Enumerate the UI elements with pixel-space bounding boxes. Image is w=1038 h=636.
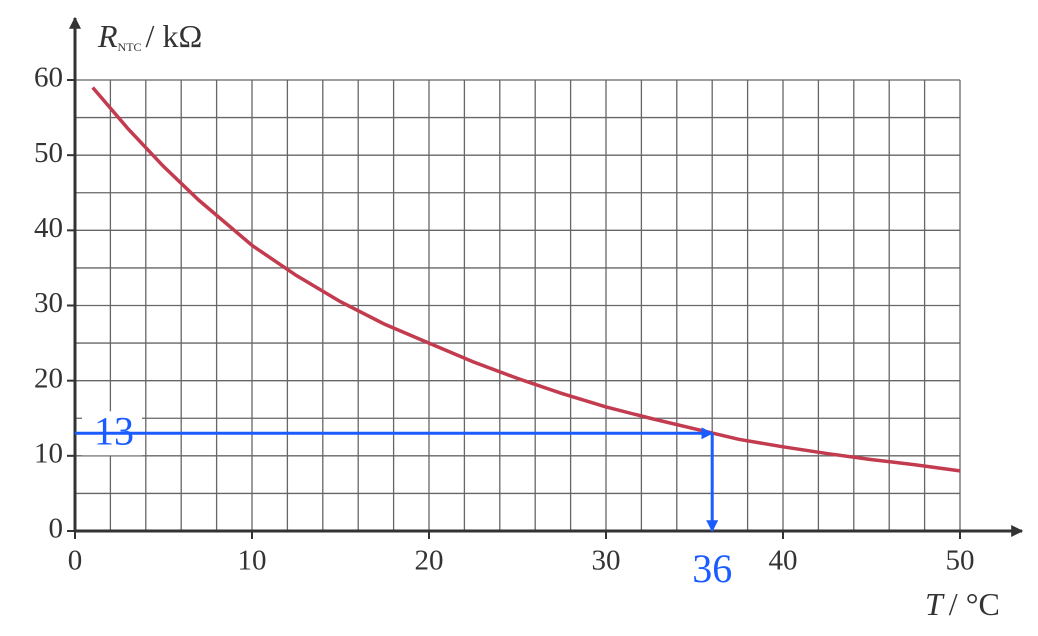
x-tick-label: 10: [238, 545, 267, 577]
x-axis-label: T / °C: [925, 586, 1000, 622]
y-tick-label: 60: [34, 62, 63, 94]
annotation-y-label: 13: [94, 408, 134, 453]
label-bg: [684, 549, 741, 593]
x-tick-label: 30: [592, 545, 621, 577]
y-tick-label: 10: [34, 437, 63, 469]
y-tick-label: 30: [34, 287, 63, 319]
annotation-x-label: 36: [692, 546, 732, 591]
x-tick-label: 0: [68, 545, 83, 577]
y-tick-label: 50: [34, 137, 63, 169]
y-tick-label: 20: [34, 362, 63, 394]
y-axis-label: RNTC / kΩ: [97, 18, 202, 54]
x-tick-label: 40: [769, 545, 798, 577]
x-tick-label: 20: [415, 545, 444, 577]
x-tick-label: 50: [946, 545, 975, 577]
curve: [91, 86, 961, 473]
y-tick-label: 40: [34, 212, 63, 244]
y-tick-label: 0: [49, 513, 64, 545]
